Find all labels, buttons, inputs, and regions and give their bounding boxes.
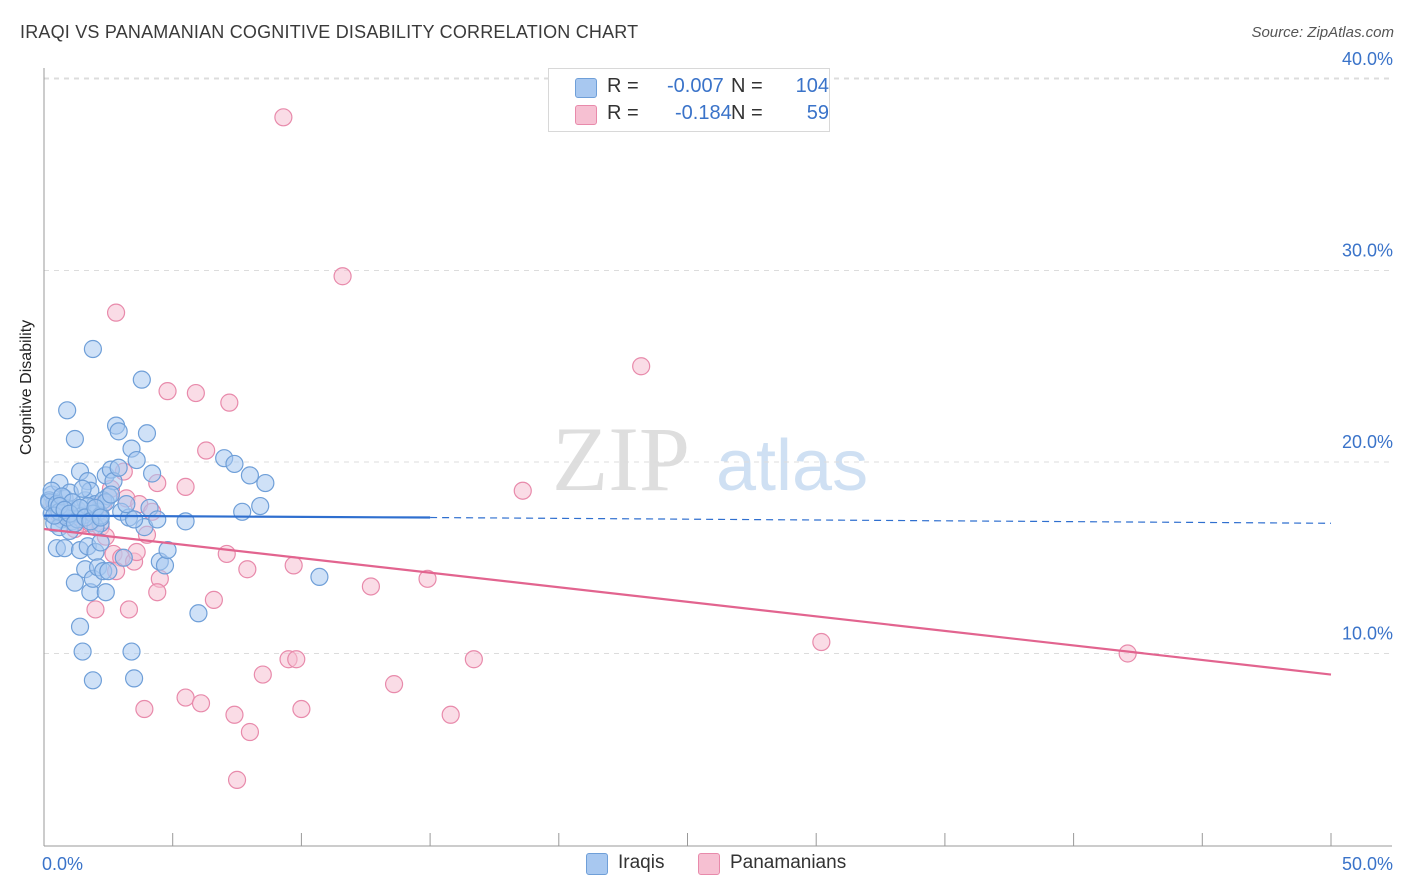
panamanian-point [135, 699, 154, 719]
stats-legend: R = -0.007 N = 104 R = -0.184 N = 59 [548, 68, 830, 132]
iraqi-point [58, 401, 77, 420]
iraqi-point [73, 479, 92, 498]
panamanian-point [204, 590, 223, 609]
legend-n-value: 59 [806, 102, 829, 124]
iraqi-point [251, 496, 270, 516]
watermark-zip: ZIP [552, 408, 690, 510]
iraqi-point [127, 450, 146, 470]
panamanian-point [106, 303, 126, 322]
y-tick-label: 40.0% [1342, 49, 1393, 69]
panamanian-point [333, 267, 352, 286]
iraqi-point [70, 617, 90, 636]
panamanian-point [158, 382, 177, 401]
panamanian-point [1118, 644, 1137, 663]
watermark: ZIP atlas [552, 408, 868, 510]
panamanian-point [225, 705, 244, 724]
panamanian-point [464, 650, 483, 669]
panamanian-point [119, 600, 139, 619]
iraqi-point [124, 669, 144, 688]
y-tick-label: 30.0% [1342, 241, 1393, 261]
iraqi-point [143, 464, 162, 483]
iraqi-point [91, 508, 110, 527]
panamanian-point [86, 600, 105, 619]
panamanian-point [148, 583, 167, 602]
iraqi-point [256, 473, 275, 493]
iraqi-point [96, 583, 115, 602]
panamanian-point [441, 705, 460, 724]
chart-title: IRAQI VS PANAMANIAN COGNITIVE DISABILITY… [20, 22, 639, 42]
y-tick-label: 20.0% [1342, 432, 1393, 452]
legend-n-label: N = [731, 75, 763, 97]
x-tick-label-min: 0.0% [42, 854, 83, 874]
y-axis-label: Cognitive Disability [18, 319, 35, 455]
panamanian-point [197, 441, 216, 460]
iraqi-point [55, 539, 74, 558]
legend-r-value: -0.184 [675, 102, 732, 124]
panamanian-point [176, 688, 195, 707]
iraqi-point [310, 567, 329, 587]
legend-swatch-iraqis [586, 853, 608, 875]
legend-label-iraqis: Iraqis [618, 852, 665, 873]
iraqi-point [122, 642, 141, 661]
iraqi-point [83, 339, 103, 359]
panamanian-point [238, 560, 257, 579]
iraqi-point [65, 573, 84, 592]
iraqi-point [99, 562, 118, 581]
iraqi-point [225, 454, 244, 474]
iraqi-point [158, 540, 177, 560]
iraqi-point [233, 502, 252, 521]
panamanian-point [274, 108, 293, 127]
x-tick-label-max: 50.0% [1342, 854, 1393, 874]
panamanian-point [287, 650, 306, 669]
legend-swatch-blue [575, 78, 597, 98]
legend-r-value: -0.007 [667, 75, 724, 97]
panamanian-point [253, 665, 272, 684]
panamanian-point [513, 481, 532, 500]
iraqi-point [148, 510, 167, 529]
iraqi-point [124, 510, 144, 529]
panamanian-point [384, 675, 404, 694]
iraqi-point [117, 495, 136, 514]
iraqi-point [101, 485, 121, 504]
panamanian-trend-line [43, 527, 1332, 676]
panamanian-point [240, 722, 260, 742]
panamanian-point [186, 383, 205, 403]
panamanian-point [191, 694, 211, 713]
source-credit: Source: ZipAtlas.com [1251, 24, 1394, 41]
iraqi-point [132, 370, 151, 389]
legend-label-panamanians: Panamanians [730, 852, 847, 873]
iraqi-point [240, 466, 260, 485]
watermark-atlas: atlas [716, 426, 868, 506]
iraqi-point [65, 429, 84, 449]
legend-n-value: 104 [795, 75, 829, 97]
iraqi-point [155, 556, 175, 575]
iraqi-point [73, 642, 92, 661]
legend-swatch-panamanians [698, 853, 720, 875]
panamanian-point [292, 699, 311, 719]
panamanian-point [418, 569, 437, 588]
panamanian-point [227, 770, 247, 789]
iraqi-point [114, 548, 133, 567]
iraqi-point [137, 424, 157, 443]
iraqi-trend-line [43, 514, 431, 519]
legend-r-label: R = [607, 75, 639, 97]
legend-r-label: R = [607, 102, 639, 124]
iraqi-point [189, 604, 208, 623]
legend-swatch-pink [575, 105, 597, 125]
iraqi-point [83, 671, 103, 690]
panamanian-point [812, 632, 831, 652]
panamanian-point [284, 556, 303, 575]
panamanian-point [632, 357, 651, 376]
iraqi-trend-extension [430, 516, 1332, 524]
iraqi-point [109, 458, 128, 477]
legend-n-label: N = [731, 102, 763, 124]
panamanian-point [220, 393, 239, 412]
panamanian-point [361, 577, 380, 596]
iraqi-point [109, 422, 128, 441]
y-tick-label: 10.0% [1342, 624, 1393, 644]
panamanian-point [176, 477, 195, 496]
